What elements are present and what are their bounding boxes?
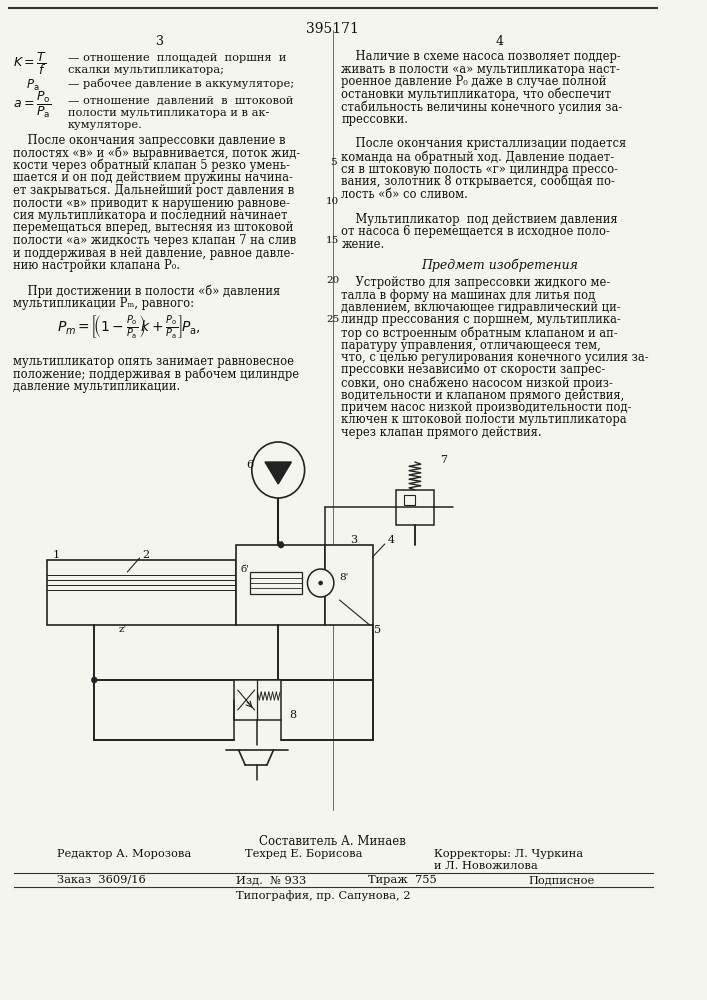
Text: — отношение  площадей  поршня  и: — отношение площадей поршня и	[68, 53, 286, 63]
Bar	[234, 680, 281, 720]
Text: линдр прессования с поршнем, мультиплика-: линдр прессования с поршнем, мультиплика…	[341, 314, 621, 326]
Text: $a = \dfrac{P_{\rm o}}{P_{\rm a}}$: $a = \dfrac{P_{\rm o}}{P_{\rm a}}$	[13, 90, 52, 120]
Text: 7: 7	[440, 455, 447, 465]
Text: прессовки независимо от скорости запрес-: прессовки независимо от скорости запрес-	[341, 363, 606, 376]
Text: паратуру управления, отличающееся тем,: паратуру управления, отличающееся тем,	[341, 338, 601, 352]
Text: Корректоры: Л. Чуркина: Корректоры: Л. Чуркина	[434, 849, 583, 859]
Text: причем насос низкой производительности под-: причем насос низкой производительности п…	[341, 401, 632, 414]
Text: 1: 1	[53, 550, 60, 560]
Text: 3: 3	[156, 35, 164, 48]
Text: скалки мультипликатора;: скалки мультипликатора;	[68, 65, 224, 75]
Text: лость «б» со сливом.: лость «б» со сливом.	[341, 188, 468, 200]
Text: роенное давление P₀ даже в случае полной: роенное давление P₀ даже в случае полной	[341, 75, 607, 88]
Text: $P_m = \!\left[\!\left(1 - \frac{P_{\rm o}}{P_{\rm a}}\right)\!\!k + \frac{P_{\r: $P_m = \!\left[\!\left(1 - \frac{P_{\rm …	[57, 313, 201, 340]
Text: 8': 8'	[339, 574, 349, 582]
Text: $P_{\rm a}$: $P_{\rm a}$	[26, 78, 40, 93]
Text: 10: 10	[326, 197, 339, 206]
Text: $K = \dfrac{T}{f}$: $K = \dfrac{T}{f}$	[13, 50, 47, 77]
Bar	[325, 545, 373, 625]
Text: Мультипликатор  под действием давления: Мультипликатор под действием давления	[341, 213, 618, 226]
Text: Тираж  755: Тираж 755	[368, 875, 436, 885]
Text: 20: 20	[326, 276, 339, 285]
Text: полостях «в» и «б» выравнивается, поток жид-: полостях «в» и «б» выравнивается, поток …	[13, 146, 300, 160]
Text: Техред Е. Борисова: Техред Е. Борисова	[245, 849, 363, 859]
Text: Подписное: Подписное	[528, 875, 595, 885]
Text: 4: 4	[496, 35, 504, 48]
Text: водительности и клапаном прямого действия,: водительности и клапаном прямого действи…	[341, 388, 625, 401]
Text: 4: 4	[388, 535, 395, 545]
Bar	[396, 490, 434, 525]
Text: После окончания кристаллизации подается: После окончания кристаллизации подается	[341, 137, 626, 150]
Circle shape	[252, 442, 305, 498]
Bar	[404, 495, 415, 505]
Text: вания, золотник 8 открывается, сообщая по-: вания, золотник 8 открывается, сообщая п…	[341, 175, 615, 188]
Circle shape	[91, 677, 97, 683]
Circle shape	[279, 542, 284, 548]
Text: живать в полости «а» мультипликатора наст-: живать в полости «а» мультипликатора нас…	[341, 62, 620, 76]
Text: Наличие в схеме насоса позволяет поддер-: Наличие в схеме насоса позволяет поддер-	[341, 50, 621, 63]
Text: 395171: 395171	[306, 22, 359, 36]
Text: б': б'	[240, 566, 250, 574]
Text: 8: 8	[288, 710, 296, 720]
Text: тор со встроенным обратным клапаном и ап-: тор со встроенным обратным клапаном и ап…	[341, 326, 618, 340]
Text: кости через обратный клапан 5 резко умень-: кости через обратный клапан 5 резко умен…	[13, 159, 290, 172]
Text: полости мультипликатора и в ак-: полости мультипликатора и в ак-	[68, 108, 269, 118]
Text: от насоса 6 перемещается в исходное поло-: от насоса 6 перемещается в исходное поло…	[341, 225, 610, 238]
Text: Редактор А. Морозова: Редактор А. Морозова	[57, 849, 191, 859]
Text: 15: 15	[326, 236, 339, 245]
Text: кумуляторе.: кумуляторе.	[68, 120, 143, 130]
Bar	[47, 560, 235, 625]
Text: Устройство для запрессовки жидкого ме-: Устройство для запрессовки жидкого ме-	[341, 276, 611, 289]
Text: При достижении в полости «б» давления: При достижении в полости «б» давления	[13, 284, 281, 298]
Text: мультипликации Pₘ, равного:: мультипликации Pₘ, равного:	[13, 296, 194, 310]
Text: сия мультипликатора и последний начинает: сия мультипликатора и последний начинает	[13, 209, 288, 222]
Circle shape	[319, 581, 322, 585]
Text: шается и он под действием пружины начина-: шается и он под действием пружины начина…	[13, 172, 293, 184]
Bar	[250, 572, 302, 594]
Text: 5: 5	[374, 625, 381, 635]
Polygon shape	[265, 462, 291, 484]
Text: талла в форму на машинах для литья под: талла в форму на машинах для литья под	[341, 288, 595, 302]
Text: — отношение  давлений  в  штоковой: — отношение давлений в штоковой	[68, 95, 293, 105]
Text: Заказ  3609/16: Заказ 3609/16	[57, 875, 146, 885]
Text: Типография, пр. Сапунова, 2: Типография, пр. Сапунова, 2	[235, 890, 410, 901]
Text: через клапан прямого действия.: через клапан прямого действия.	[341, 426, 542, 439]
Text: 2: 2	[143, 550, 150, 560]
Text: Предмет изобретения: Предмет изобретения	[421, 258, 578, 271]
Text: давлением, включающее гидравлический ци-: давлением, включающее гидравлический ци-	[341, 301, 621, 314]
Text: мультипликатор опять занимает равновесное: мультипликатор опять занимает равновесно…	[13, 355, 294, 368]
Text: совки, оно снабжено насосом низкой произ-: совки, оно снабжено насосом низкой произ…	[341, 376, 613, 389]
Text: ет закрываться. Дальнейший рост давления в: ет закрываться. Дальнейший рост давления…	[13, 184, 294, 197]
Text: 3: 3	[350, 535, 357, 545]
Text: ся в штоковую полость «г» цилиндра прессо-: ся в штоковую полость «г» цилиндра пресс…	[341, 162, 619, 176]
Text: нию настройки клапана P₀.: нию настройки клапана P₀.	[13, 259, 180, 272]
Text: остановки мультипликатора, что обеспечит: остановки мультипликатора, что обеспечит	[341, 88, 612, 101]
Text: Изд.  № 933: Изд. № 933	[235, 875, 306, 885]
Text: и поддерживая в ней давление, равное давле-: и поддерживая в ней давление, равное дав…	[13, 246, 294, 259]
Bar	[235, 545, 325, 625]
Text: 25: 25	[326, 315, 339, 324]
Text: a: a	[278, 538, 284, 548]
Text: и Л. Новожилова: и Л. Новожилова	[434, 861, 537, 871]
Text: жение.: жение.	[341, 237, 385, 250]
Text: перемещаться вперед, вытесняя из штоковой: перемещаться вперед, вытесняя из штоково…	[13, 222, 293, 234]
Text: Составитель А. Минаев: Составитель А. Минаев	[259, 835, 407, 848]
Text: положение; поддерживая в рабочем цилиндре: положение; поддерживая в рабочем цилиндр…	[13, 367, 299, 381]
Text: z': z'	[119, 626, 127, 635]
Text: — рабочее давление в аккумуляторе;: — рабочее давление в аккумуляторе;	[68, 78, 294, 89]
Circle shape	[308, 569, 334, 597]
Text: 5: 5	[329, 158, 337, 167]
Text: 6: 6	[246, 460, 254, 470]
Text: что, с целью регулирования конечного усилия за-: что, с целью регулирования конечного уси…	[341, 351, 649, 364]
Text: полости «а» жидкость через клапан 7 на слив: полости «а» жидкость через клапан 7 на с…	[13, 234, 296, 247]
Text: команда на обратный ход. Давление подает-: команда на обратный ход. Давление подает…	[341, 150, 614, 163]
Text: давление мультипликации.: давление мультипликации.	[13, 380, 180, 393]
Text: полости «в» приводит к нарушению равнове-: полости «в» приводит к нарушению равнове…	[13, 196, 290, 210]
Text: ключен к штоковой полости мультипликатора: ключен к штоковой полости мультипликатор…	[341, 414, 627, 426]
Text: стабильность величины конечного усилия за-: стабильность величины конечного усилия з…	[341, 100, 623, 113]
Text: После окончания запрессовки давление в: После окончания запрессовки давление в	[13, 134, 286, 147]
Text: прессовки.: прессовки.	[341, 112, 409, 125]
